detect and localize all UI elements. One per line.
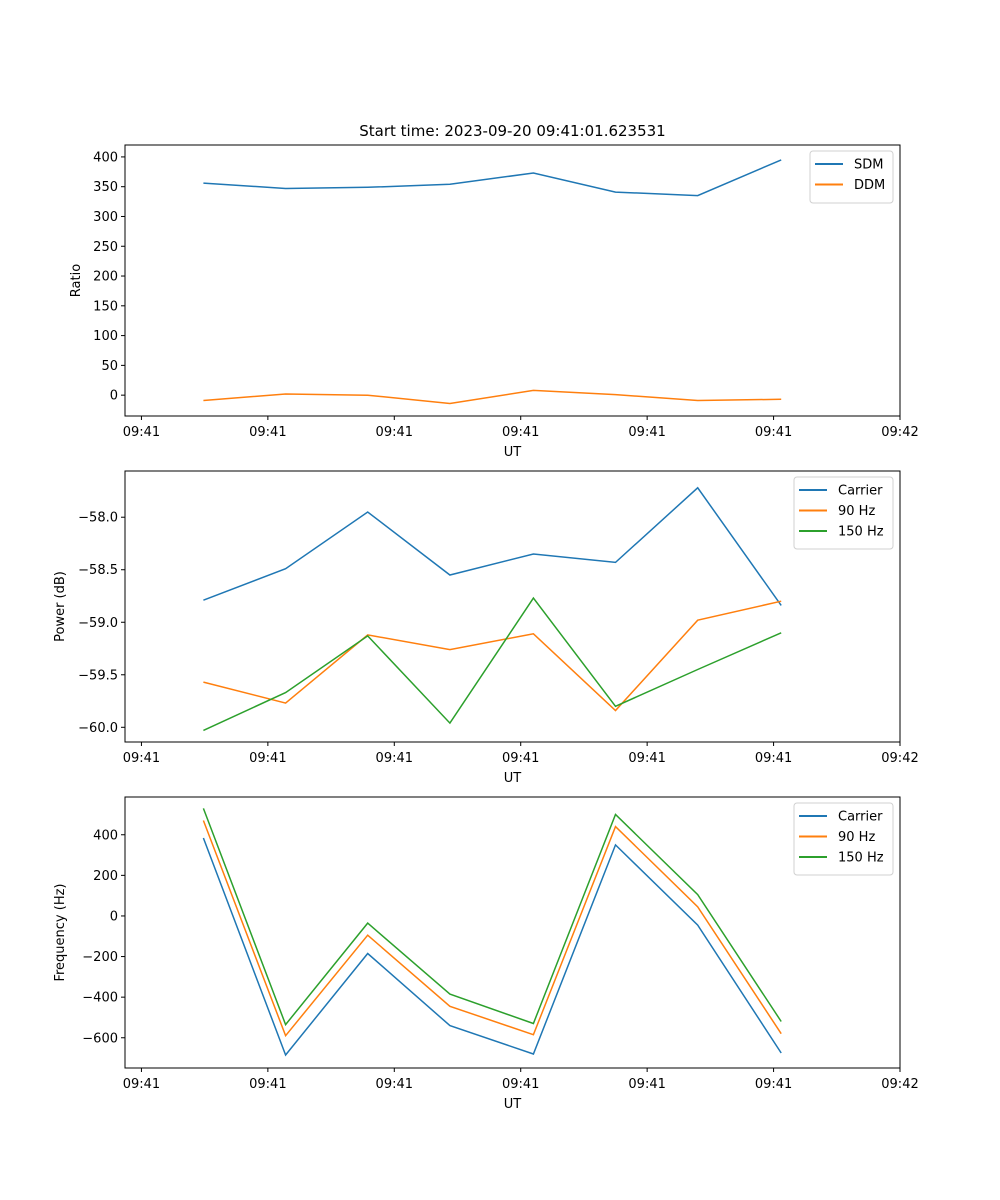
y-tick-label: −59.5 [78, 668, 118, 683]
series-line-carrier [203, 486, 782, 606]
x-tick-label: 09:41 [628, 1077, 665, 1092]
y-tick-label: 200 [93, 869, 118, 884]
legend-label: 90 Hz [838, 830, 875, 845]
y-tick-label: −200 [82, 950, 118, 965]
subplot-3: 09:41 09:41 09:41 09:41 09:41 09:41 09:42 −600 −… [53, 796, 919, 1112]
x-tick-label: 09:41 [249, 751, 286, 766]
subplot-2: 09:41 09:41 09:41 09:41 09:41 09:41 09:42 −60.0… [53, 470, 919, 786]
axes-frame [124, 144, 901, 417]
legend: SDM DDM [809, 150, 894, 204]
y-axis-label: Power (dB) [53, 571, 68, 642]
x-tick-label: 09:41 [249, 425, 286, 440]
x-tick-label: 09:41 [628, 425, 665, 440]
x-axis-label: UT [504, 445, 522, 460]
legend-label: 150 Hz [838, 525, 884, 540]
x-tick-label: 09:41 [502, 1077, 539, 1092]
x-tick-label: 09:41 [123, 1077, 160, 1092]
x-tick-label: 09:42 [881, 425, 918, 440]
y-tick-label: 150 [93, 299, 118, 314]
x-tick-label: 09:41 [755, 751, 792, 766]
y-tick-label: −600 [82, 1031, 118, 1046]
y-axis-label: Frequency (Hz) [53, 883, 68, 981]
series-line-90-hz [203, 600, 782, 712]
y-tick-label: −400 [82, 991, 118, 1006]
x-tick-label: 09:41 [123, 425, 160, 440]
series-line-150-hz [202, 808, 782, 1027]
x-tick-label: 09:41 [502, 425, 539, 440]
legend-label: 90 Hz [838, 504, 875, 519]
legend: Carrier 90 Hz 150 Hz [793, 476, 894, 550]
y-axis-label: Ratio [69, 264, 84, 297]
y-tick-label: 200 [93, 270, 118, 285]
x-tick-label: 09:41 [755, 425, 792, 440]
y-tick-label: −58.5 [78, 563, 118, 578]
y-tick-label: −60.0 [78, 721, 118, 736]
y-tick-label: 400 [93, 150, 118, 165]
legend-label: Carrier [838, 484, 883, 499]
y-tick-label: 400 [93, 828, 118, 843]
series-line-150-hz [203, 596, 782, 732]
x-axis-label: UT [504, 1097, 522, 1112]
series-line-carrier [202, 837, 782, 1057]
x-tick-label: 09:42 [881, 751, 918, 766]
subplot-1: 09:41 09:41 09:41 09:41 09:41 09:41 09:42 0 50 10… [69, 144, 919, 460]
series-line-sdm [203, 159, 782, 197]
x-tick-label: 09:42 [881, 1077, 918, 1092]
x-tick-label: 09:41 [755, 1077, 792, 1092]
figure-title: Start time: 2023-09-20 09:41:01.623531 [359, 122, 665, 140]
legend-label: 150 Hz [838, 851, 884, 866]
x-axis-label: UT [504, 771, 522, 786]
y-tick-label: −59.0 [78, 616, 118, 631]
axes-frame [124, 470, 901, 743]
y-tick-label: 350 [93, 180, 118, 195]
legend-label: DDM [854, 178, 885, 193]
legend-label: SDM [854, 158, 883, 173]
axes-frame [124, 796, 901, 1069]
legend-label: Carrier [838, 810, 883, 825]
y-tick-label: 0 [110, 389, 118, 404]
x-tick-label: 09:41 [376, 425, 413, 440]
y-tick-label: 100 [93, 329, 118, 344]
series-line-ddm [203, 389, 782, 405]
x-tick-label: 09:41 [376, 751, 413, 766]
x-tick-label: 09:41 [123, 751, 160, 766]
y-tick-label: 50 [101, 359, 118, 374]
y-tick-label: −58.0 [78, 511, 118, 526]
legend: Carrier 90 Hz 150 Hz [793, 802, 894, 876]
y-tick-label: 300 [93, 210, 118, 225]
x-tick-label: 09:41 [502, 751, 539, 766]
x-tick-label: 09:41 [628, 751, 665, 766]
x-tick-label: 09:41 [376, 1077, 413, 1092]
y-tick-label: 250 [93, 240, 118, 255]
series-line-90-hz [202, 820, 782, 1038]
x-tick-label: 09:41 [249, 1077, 286, 1092]
y-tick-label: 0 [110, 909, 118, 924]
